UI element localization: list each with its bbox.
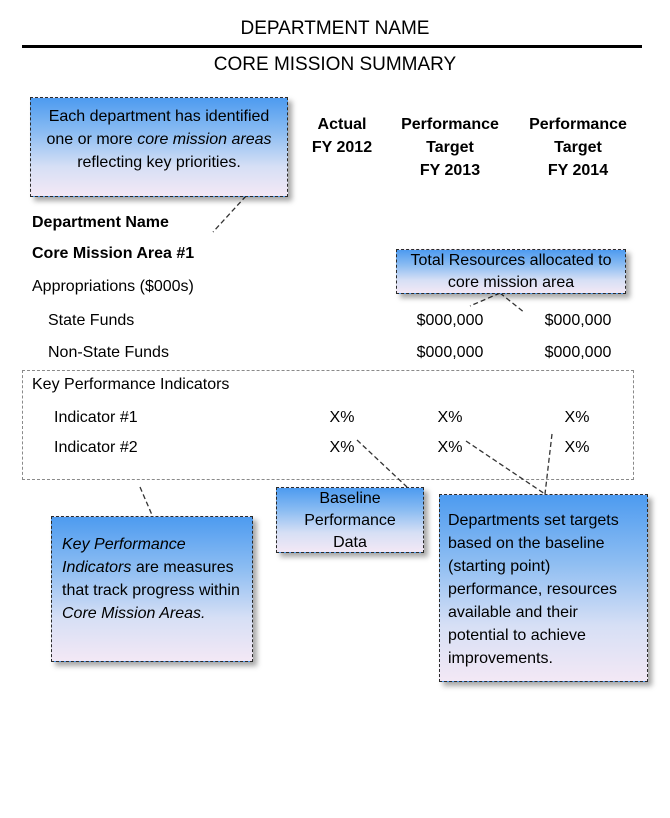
indicator-1-fy2013: X%: [437, 409, 463, 426]
connector-total-resources-left: [469, 292, 501, 307]
indicator-2-label: Indicator #2: [54, 439, 138, 456]
department-title: DEPARTMENT NAME: [240, 18, 430, 39]
column-header-fy2014: Performance Target FY 2014: [529, 116, 627, 179]
state-funds-fy2014: $000,000: [544, 312, 612, 329]
non-state-funds-fy2013: $000,000: [416, 344, 484, 361]
connector-kpi-note: [139, 486, 153, 516]
callout-baseline: Baseline Performance Data: [276, 487, 424, 553]
indicator-1-fy2014: X%: [564, 409, 590, 426]
connector-core-mission: [212, 195, 247, 233]
indicator-1-fy2012: X%: [329, 409, 355, 426]
callout-total-resources-text: Total Resources allocated to core missio…: [410, 252, 612, 291]
indicator-2-fy2012: X%: [329, 439, 355, 456]
column-header-fy2012: Actual FY 2012: [311, 116, 373, 156]
callout-targets: Departments set targets based on the bas…: [439, 494, 648, 682]
non-state-funds-label: Non-State Funds: [48, 344, 169, 361]
callout-kpi-text: are measures that track progress within: [62, 559, 240, 599]
state-funds-label: State Funds: [48, 312, 135, 329]
header-divider: [22, 45, 642, 48]
callout-kpi-note: Key Performance Indicators are measures …: [51, 516, 253, 662]
callout-core-mission-text2: reflecting key priorities.: [77, 154, 241, 171]
callout-core-mission-text1: Each department has identified one or mo…: [46, 108, 270, 148]
callout-kpi-italic-1: Key Performance Indicators: [62, 536, 186, 576]
summary-title: CORE MISSION SUMMARY: [213, 54, 457, 75]
callout-baseline-text: Baseline Performance Data: [304, 490, 396, 551]
appropriations-label: Appropriations ($000s): [32, 278, 194, 295]
callout-core-mission-italic: core mission areas: [137, 131, 272, 148]
core-mission-area-label: Core Mission Area #1: [32, 245, 195, 262]
indicator-2-fy2014: X%: [564, 439, 590, 456]
indicator-1-label: Indicator #1: [54, 409, 138, 426]
department-name-label: Department Name: [32, 214, 169, 231]
kpi-section-box: [22, 370, 634, 480]
callout-targets-text: Departments set targets based on the bas…: [448, 512, 619, 667]
non-state-funds-fy2014: $000,000: [544, 344, 612, 361]
column-header-fy2013: Performance Target FY 2013: [401, 116, 499, 179]
callout-total-resources: Total Resources allocated to core missio…: [396, 249, 626, 294]
kpi-title: Key Performance Indicators: [32, 376, 230, 393]
indicator-2-fy2013: X%: [437, 439, 463, 456]
state-funds-fy2013: $000,000: [416, 312, 484, 329]
connector-total-resources-right: [499, 292, 526, 314]
callout-kpi-italic-2: Core Mission Areas.: [62, 605, 206, 622]
callout-core-mission: Each department has identified one or mo…: [30, 97, 288, 197]
